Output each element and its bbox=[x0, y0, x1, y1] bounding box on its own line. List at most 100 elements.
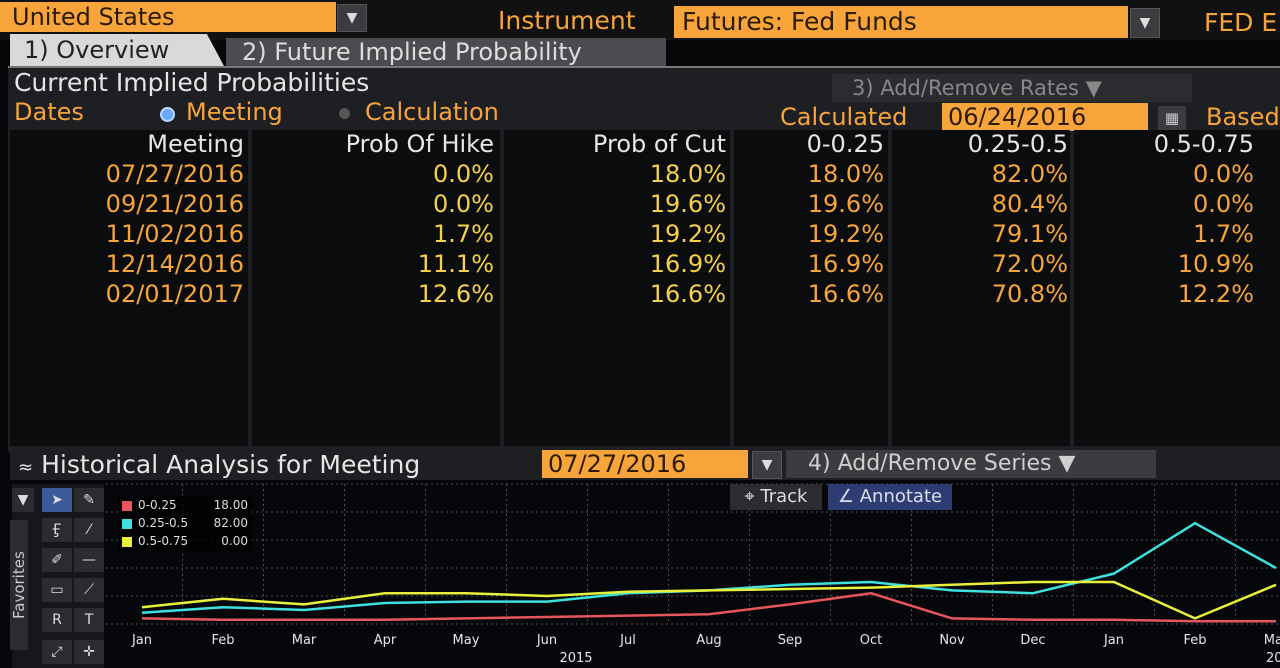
calendar-icon[interactable]: ▦ bbox=[1158, 106, 1186, 130]
cell-rate-0-025: 16.6% bbox=[807, 280, 884, 308]
crosshair-tool-icon[interactable]: ✛ bbox=[74, 640, 104, 664]
dates-label: Dates bbox=[14, 98, 84, 126]
cell-rate-0-025: 19.6% bbox=[807, 190, 884, 218]
x-tick-label: Jan bbox=[131, 633, 152, 648]
cell-prob-cut: 19.6% bbox=[649, 190, 726, 218]
meeting-radio[interactable] bbox=[160, 107, 175, 122]
cell-prob-hike: 0.0% bbox=[433, 190, 494, 218]
cell-meeting[interactable]: 12/14/2016 bbox=[105, 250, 244, 278]
add-remove-series-button[interactable]: 4) Add/Remove Series ▼ bbox=[786, 450, 1156, 478]
legend-swatch bbox=[122, 518, 132, 529]
instrument-dropdown-icon[interactable]: ▼ bbox=[1130, 8, 1160, 38]
chart-x-ticks: Jan Feb Mar Apr May Jun Jul Aug Sep Oct Nov Dec Jan F… bbox=[131, 633, 1280, 666]
cell-prob-cut: 16.6% bbox=[649, 280, 726, 308]
cell-rate-05-075: 0.0% bbox=[1193, 190, 1254, 218]
calculation-radio-label[interactable]: Calculation bbox=[365, 98, 499, 126]
x-tick-label: Mar bbox=[292, 633, 317, 648]
cell-prob-hike: 1.7% bbox=[433, 220, 494, 248]
based-label: Based bbox=[1206, 103, 1280, 131]
cell-rate-05-075: 10.9% bbox=[1177, 250, 1254, 278]
historical-title-text: Historical Analysis for Meeting bbox=[41, 450, 421, 479]
cell-rate-025-05: 72.0% bbox=[991, 250, 1068, 278]
fibonacci-tool-icon[interactable]: Ӻ bbox=[42, 518, 72, 542]
cell-prob-cut: 16.9% bbox=[649, 250, 726, 278]
r-tool-icon[interactable]: R bbox=[42, 608, 72, 632]
crosshair-icon: ⌖ bbox=[744, 486, 761, 507]
draw-line-tool-icon[interactable]: ✎ bbox=[74, 488, 104, 512]
collapse-icon[interactable]: ▼ bbox=[12, 488, 34, 512]
cell-rate-025-05: 70.8% bbox=[991, 280, 1068, 308]
legend-series-value: 82.00 bbox=[213, 516, 248, 530]
pointer-tool-icon[interactable]: ➤ bbox=[42, 488, 72, 512]
instrument-select[interactable]: Futures: Fed Funds bbox=[674, 6, 1128, 38]
x-tick-label: Dec bbox=[1020, 633, 1045, 648]
header-rate-05-075: 0.5-0.75 bbox=[1153, 130, 1254, 158]
cell-prob-hike: 0.0% bbox=[433, 160, 494, 188]
add-remove-rates-button[interactable]: 3) Add/Remove Rates ▼ bbox=[832, 74, 1192, 102]
x-tick-label: Feb bbox=[1183, 633, 1206, 648]
country-select[interactable]: United States bbox=[0, 2, 336, 32]
x-tick-label: Jan bbox=[1103, 633, 1124, 648]
horizontal-line-tool-icon[interactable]: — bbox=[74, 548, 104, 572]
historical-date-dropdown-icon[interactable]: ▼ bbox=[752, 451, 782, 479]
cell-prob-hike: 12.6% bbox=[417, 280, 494, 308]
favorites-tab[interactable]: Favorites bbox=[10, 520, 28, 650]
pen-tool-icon[interactable]: ✐ bbox=[42, 548, 72, 572]
x-tick-label: Feb bbox=[211, 633, 234, 648]
tab-future-implied-probability[interactable]: 2) Future Implied Probability bbox=[226, 38, 666, 66]
x-tick-label: Mar bbox=[1264, 633, 1280, 648]
cell-rate-05-075: 1.7% bbox=[1193, 220, 1254, 248]
col-meeting bbox=[10, 130, 248, 446]
table-body: 07/27/2016 0.0% 18.0% 18.0% 82.0% 0.0% 09/21/2… bbox=[10, 130, 1280, 446]
header-prob-hike: Prob Of Hike bbox=[345, 130, 494, 158]
calculation-radio[interactable] bbox=[339, 108, 350, 119]
legend-swatch bbox=[122, 536, 132, 547]
cell-meeting[interactable]: 11/02/2016 bbox=[105, 220, 244, 248]
col-rate-2 bbox=[892, 130, 1070, 446]
panel-title: Current Implied Probabilities bbox=[14, 68, 370, 97]
x-tick-label: Aug bbox=[696, 633, 721, 648]
x-tick-label: Apr bbox=[374, 633, 397, 648]
tab-overview[interactable]: 1) Overview bbox=[10, 34, 224, 66]
x-tick-label: Oct bbox=[860, 633, 882, 648]
calculated-label: Calculated bbox=[780, 103, 908, 131]
header-rate-025-05: 0.25-0.5 bbox=[967, 130, 1068, 158]
legend-series-value: 18.00 bbox=[213, 498, 248, 512]
calculated-date-input[interactable]: 06/24/2016 bbox=[942, 103, 1148, 131]
cell-rate-025-05: 82.0% bbox=[991, 160, 1068, 188]
cell-prob-cut: 19.2% bbox=[649, 220, 726, 248]
cell-rate-05-075: 0.0% bbox=[1193, 160, 1254, 188]
cell-meeting[interactable]: 07/27/2016 bbox=[105, 160, 244, 188]
annotate-button[interactable]: ∠ Annotate bbox=[828, 484, 952, 510]
text-tool-icon[interactable]: T bbox=[74, 608, 104, 632]
channel-tool-icon[interactable]: ⟋ bbox=[74, 578, 104, 602]
historical-meeting-date-input[interactable]: 07/27/2016 bbox=[542, 450, 748, 478]
chart-grid bbox=[106, 483, 1280, 625]
legend-series-name: 0-0.25 bbox=[138, 498, 177, 512]
probabilities-table: Meeting Prob Of Hike Prob of Cut 0-0.25 … bbox=[10, 130, 1280, 446]
chart-legend: 0-0.25 18.00 0.25-0.5 82.00 0.5-0.75 0.00 bbox=[118, 496, 252, 552]
pencil-icon: ∠ bbox=[837, 486, 860, 507]
cell-rate-0-025: 16.9% bbox=[807, 250, 884, 278]
trend-line-tool-icon[interactable]: ⁄ bbox=[74, 518, 104, 542]
fed-label: FED E bbox=[1204, 8, 1278, 37]
header-prob-cut: Prob of Cut bbox=[592, 130, 726, 158]
legend-series-name: 0.5-0.75 bbox=[138, 534, 189, 548]
legend-item: 0.25-0.5 82.00 bbox=[122, 516, 250, 530]
cell-rate-025-05: 79.1% bbox=[991, 220, 1068, 248]
x-tick-label: May bbox=[453, 633, 480, 648]
x-tick-label: Nov bbox=[939, 633, 965, 648]
header-meeting: Meeting bbox=[147, 130, 244, 158]
cell-meeting[interactable]: 02/01/2017 bbox=[105, 280, 244, 308]
meeting-radio-label[interactable]: Meeting bbox=[186, 98, 283, 126]
zoom-tool-icon[interactable]: ⤢ bbox=[42, 640, 72, 664]
eraser-tool-icon[interactable]: ▭ bbox=[42, 578, 72, 602]
annotate-label: Annotate bbox=[859, 486, 943, 507]
track-label: Track bbox=[760, 486, 808, 507]
legend-swatch bbox=[122, 500, 132, 511]
legend-series-value: 0.00 bbox=[221, 534, 248, 548]
cell-meeting[interactable]: 09/21/2016 bbox=[105, 190, 244, 218]
header-rate-0-025: 0-0.25 bbox=[806, 130, 884, 158]
country-dropdown-icon[interactable]: ▼ bbox=[337, 4, 367, 32]
track-button[interactable]: ⌖ Track bbox=[730, 484, 822, 510]
